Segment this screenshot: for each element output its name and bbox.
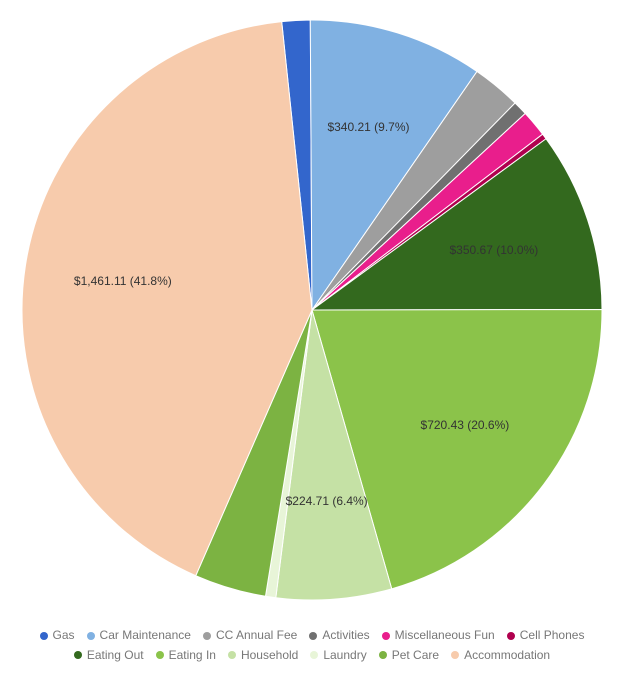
legend-swatch <box>382 632 390 640</box>
legend-item[interactable]: Eating Out <box>74 646 144 665</box>
legend-swatch <box>309 632 317 640</box>
legend-item[interactable]: Car Maintenance <box>87 626 191 645</box>
legend-item[interactable]: Household <box>228 646 298 665</box>
legend-item[interactable]: CC Annual Fee <box>203 626 297 645</box>
legend-swatch <box>310 651 318 659</box>
legend-swatch <box>228 651 236 659</box>
legend-swatch <box>156 651 164 659</box>
legend-item[interactable]: Cell Phones <box>507 626 585 645</box>
legend-item[interactable]: Laundry <box>310 646 366 665</box>
legend-item[interactable]: Activities <box>309 626 369 645</box>
legend-item[interactable]: Gas <box>40 626 75 645</box>
legend-swatch <box>451 651 459 659</box>
legend-item[interactable]: Pet Care <box>379 646 439 665</box>
legend-label: Car Maintenance <box>100 626 191 645</box>
legend-swatch <box>203 632 211 640</box>
pie-chart <box>12 10 612 610</box>
legend-label: Gas <box>53 626 75 645</box>
legend-swatch <box>379 651 387 659</box>
legend-item[interactable]: Accommodation <box>451 646 550 665</box>
legend-label: Laundry <box>323 646 366 665</box>
legend-swatch <box>40 632 48 640</box>
legend-label: Activities <box>322 626 369 645</box>
legend-label: Miscellaneous Fun <box>395 626 495 645</box>
legend-item[interactable]: Eating In <box>156 646 216 665</box>
pie-chart-container: $340.21 (9.7%)$350.67 (10.0%)$720.43 (20… <box>0 0 624 620</box>
legend-label: Eating Out <box>87 646 144 665</box>
legend-label: Cell Phones <box>520 626 585 645</box>
legend-label: Household <box>241 646 298 665</box>
legend-label: Pet Care <box>392 646 439 665</box>
legend-label: Accommodation <box>464 646 550 665</box>
legend-label: CC Annual Fee <box>216 626 297 645</box>
legend-swatch <box>74 651 82 659</box>
legend-swatch <box>507 632 515 640</box>
legend-swatch <box>87 632 95 640</box>
legend: Gas Car Maintenance CC Annual Fee Activitie… <box>0 620 624 676</box>
legend-label: Eating In <box>169 646 216 665</box>
legend-item[interactable]: Miscellaneous Fun <box>382 626 495 645</box>
